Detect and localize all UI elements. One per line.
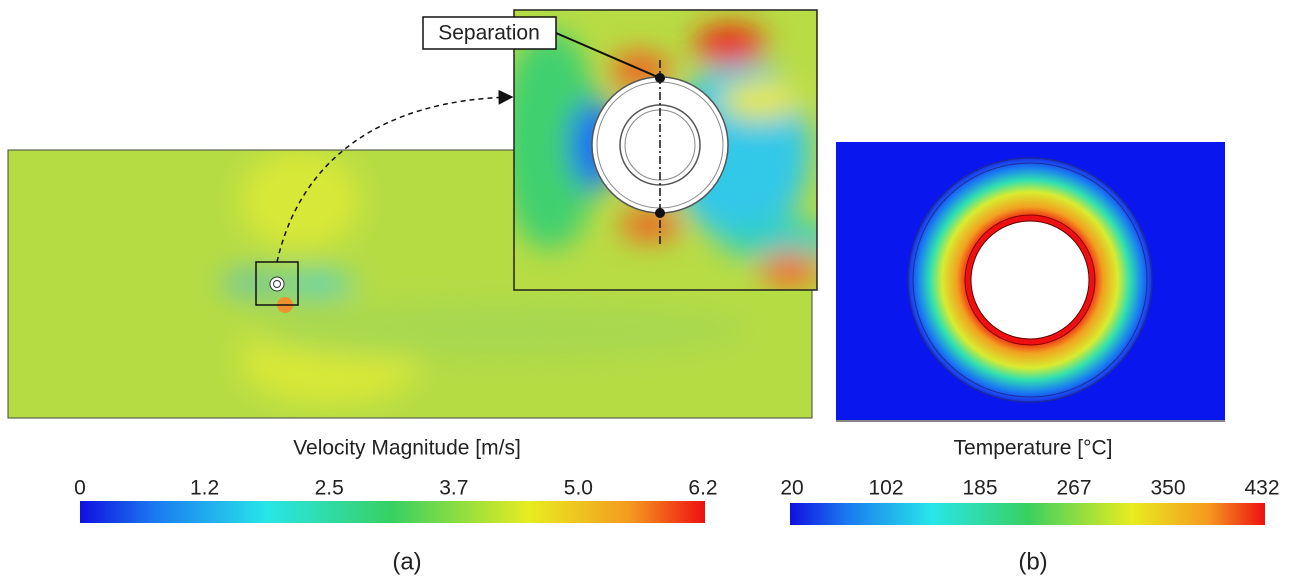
colorbar [80, 501, 705, 523]
caption: (a) [392, 548, 421, 575]
colorbar-tick-label: 5.0 [564, 477, 593, 500]
colorbar [790, 503, 1265, 525]
annotation: Separation [438, 22, 540, 45]
colorbar-tick-label: 20 [780, 477, 803, 500]
colorbar-title: Temperature [°C] [954, 437, 1113, 460]
colorbar-tick-label: 6.2 [688, 477, 717, 500]
colorbar-tick-label: 432 [1244, 477, 1279, 500]
colorbar-tick-label: 350 [1150, 477, 1185, 500]
inset-field [514, 10, 817, 290]
colorbar-tick-label: 3.7 [439, 477, 468, 500]
temperature-field [836, 142, 1225, 422]
colorbar-tick-label: 0 [74, 477, 86, 500]
colorbar-tick-label: 102 [868, 477, 903, 500]
colorbar-tick-label: 267 [1056, 477, 1091, 500]
colorbar-tick-label: 185 [962, 477, 997, 500]
caption: (b) [1018, 548, 1047, 575]
colorbar-title: Velocity Magnitude [m/s] [293, 437, 521, 460]
colorbar-tick-label: 1.2 [190, 477, 219, 500]
colorbar-tick-label: 2.5 [315, 477, 344, 500]
